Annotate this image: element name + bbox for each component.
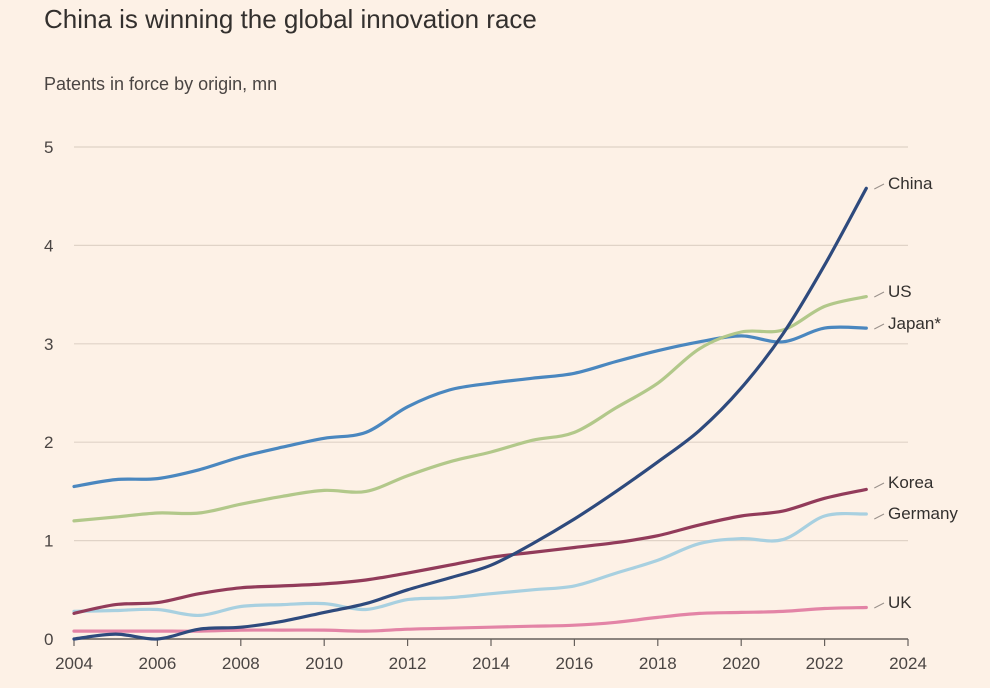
label-leader-germany [874, 513, 885, 520]
x-tick-label: 2006 [138, 654, 176, 673]
x-tick-label: 2020 [722, 654, 760, 673]
series-label-china: China [888, 174, 933, 193]
x-tick-label: 2004 [55, 654, 93, 673]
chart-subtitle: Patents in force by origin, mn [44, 74, 278, 94]
series-label-us: US [888, 282, 912, 301]
x-tick-label: 2018 [639, 654, 677, 673]
series-label-germany: Germany [888, 504, 958, 523]
x-tick-label: 2014 [472, 654, 510, 673]
x-tick-label: 2024 [889, 654, 927, 673]
x-tick-label: 2008 [222, 654, 260, 673]
x-tick-label: 2012 [389, 654, 427, 673]
y-tick-label: 1 [44, 532, 53, 551]
y-tick-label: 2 [44, 433, 53, 452]
label-leader-korea [874, 482, 885, 489]
label-leader-japan [874, 323, 885, 330]
series-lines [72, 186, 868, 641]
series-label-uk: UK [888, 593, 912, 612]
label-leader-china [874, 183, 885, 190]
axes: 0 1 2 3 4 5 2004 2006 2008 2010 2012 2014 2016 2018 20… [44, 138, 927, 673]
y-tick-label: 4 [44, 236, 53, 255]
x-tick-label: 2010 [305, 654, 343, 673]
chart-title: China is winning the global innovation r… [44, 4, 537, 34]
label-leader-us [874, 291, 885, 298]
series-line-germany [72, 511, 868, 618]
x-tick-label: 2022 [806, 654, 844, 673]
series-line-uk [72, 605, 868, 633]
series-line-china [72, 186, 868, 641]
series-label-korea: Korea [888, 473, 934, 492]
label-leader-uk [874, 602, 885, 609]
x-tick-label: 2016 [555, 654, 593, 673]
series-line-us [72, 295, 868, 523]
series-line-japan [72, 325, 868, 489]
y-tick-label: 0 [44, 630, 53, 649]
series-line-korea [72, 487, 868, 615]
series-label-japan: Japan* [888, 314, 941, 333]
y-tick-label: 5 [44, 138, 53, 157]
series-labels: UK Germany Korea Japan* US China [874, 174, 958, 612]
y-tick-label: 3 [44, 335, 53, 354]
